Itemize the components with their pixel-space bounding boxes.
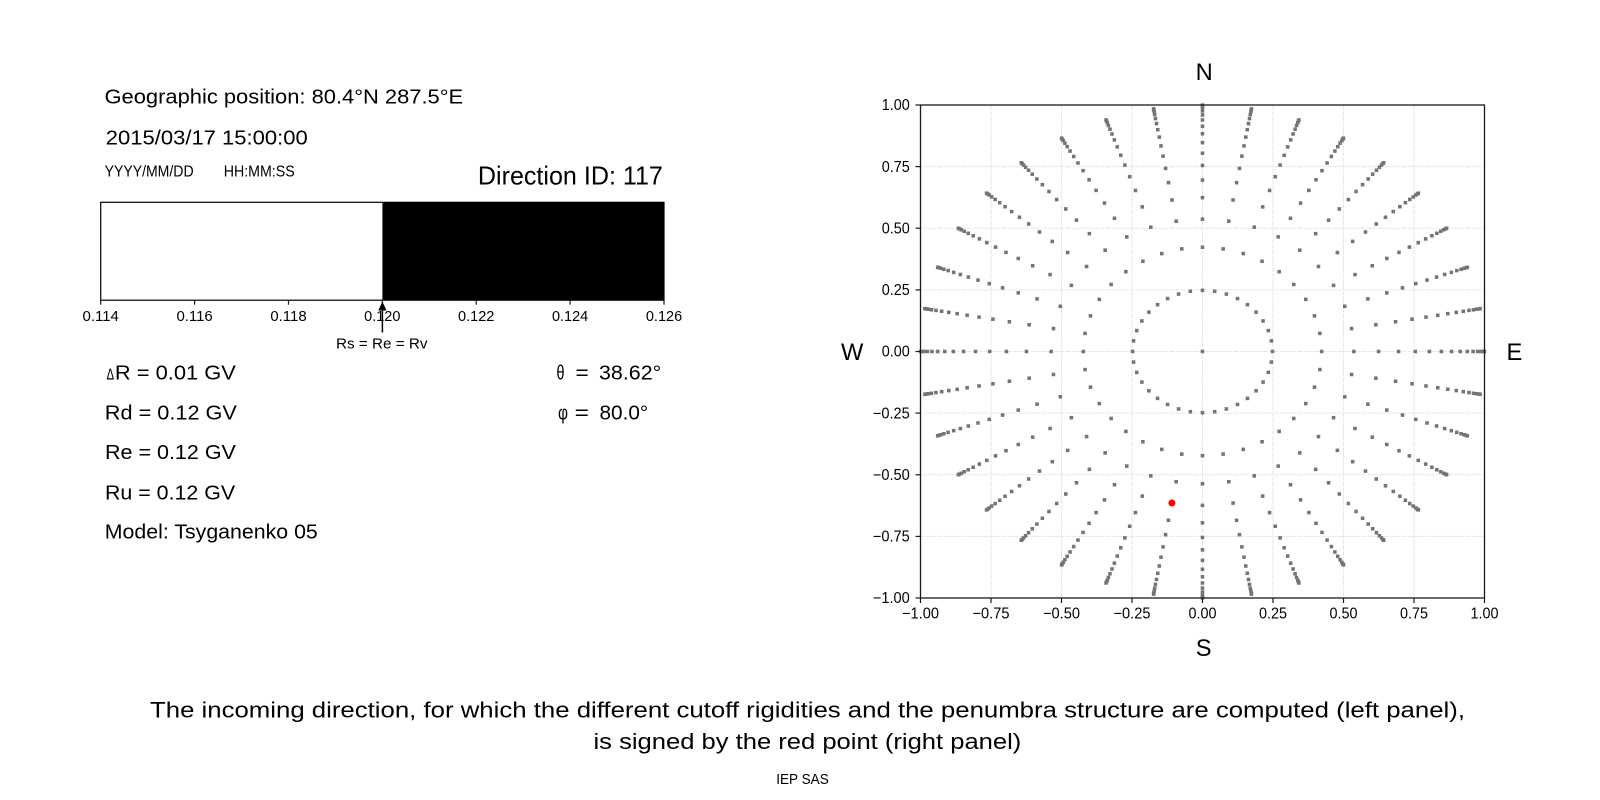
svg-text:Rs = Re = Rv: Rs = Re = Rv (336, 335, 428, 352)
svg-text:Δ: Δ (107, 367, 115, 384)
svg-text:0.25: 0.25 (1259, 606, 1287, 623)
svg-text:0.00: 0.00 (1189, 606, 1217, 623)
svg-text:−0.25: −0.25 (873, 405, 910, 422)
svg-text:−1.00: −1.00 (902, 606, 939, 623)
svg-text:φ: φ (558, 403, 568, 425)
svg-text:HH:MM:SS: HH:MM:SS (224, 164, 295, 181)
svg-text:=: = (575, 403, 589, 425)
svg-text:0.124: 0.124 (552, 308, 588, 325)
svg-text:80.0°: 80.0° (600, 403, 649, 425)
svg-text:−1.00: −1.00 (873, 590, 910, 607)
svg-text:Direction ID: 117: Direction ID: 117 (478, 161, 663, 191)
svg-text:Ru = 0.12 GV: Ru = 0.12 GV (105, 483, 236, 505)
svg-text:−0.25: −0.25 (1114, 606, 1151, 623)
svg-text:0.00: 0.00 (882, 344, 910, 361)
svg-text:W: W (841, 340, 864, 366)
svg-text:IEP SAS: IEP SAS (776, 771, 829, 788)
svg-text:Re = 0.12 GV: Re = 0.12 GV (105, 442, 236, 464)
svg-text:38.62°: 38.62° (599, 363, 661, 385)
svg-text:R = 0.01 GV: R = 0.01 GV (115, 363, 237, 385)
svg-text:0.50: 0.50 (1330, 606, 1358, 623)
svg-text:0.116: 0.116 (176, 308, 212, 325)
svg-text:is signed by the red point (ri: is signed by the red point (right panel) (594, 729, 1022, 754)
svg-text:0.50: 0.50 (882, 220, 910, 237)
svg-text:0.126: 0.126 (646, 308, 682, 325)
svg-text:Geographic position: 80.4°N 28: Geographic position: 80.4°N 287.5°E (105, 87, 464, 109)
svg-text:Rd = 0.12 GV: Rd = 0.12 GV (105, 403, 238, 425)
svg-text:0.25: 0.25 (882, 282, 910, 299)
svg-text:0.122: 0.122 (458, 308, 494, 325)
svg-text:θ: θ (557, 363, 565, 385)
svg-text:S: S (1196, 636, 1212, 662)
svg-text:1.00: 1.00 (882, 97, 910, 114)
svg-text:YYYY/MM/DD: YYYY/MM/DD (105, 164, 194, 181)
svg-text:=: = (576, 363, 589, 385)
svg-text:0.118: 0.118 (270, 308, 306, 325)
svg-text:0.75: 0.75 (1400, 606, 1428, 623)
svg-text:−0.50: −0.50 (873, 467, 910, 484)
svg-text:2015/03/17 15:00:00: 2015/03/17 15:00:00 (106, 128, 308, 150)
svg-text:The incoming direction, for wh: The incoming direction, for which the di… (150, 697, 1465, 722)
svg-text:N: N (1196, 60, 1213, 86)
svg-text:−0.50: −0.50 (1043, 606, 1080, 623)
svg-text:1.00: 1.00 (1471, 606, 1499, 623)
svg-text:E: E (1506, 340, 1522, 366)
svg-text:Model: Tsyganenko 05: Model: Tsyganenko 05 (105, 522, 318, 544)
svg-text:0.114: 0.114 (83, 308, 119, 325)
svg-text:−0.75: −0.75 (873, 529, 910, 546)
svg-text:−0.75: −0.75 (973, 606, 1010, 623)
svg-text:0.75: 0.75 (882, 159, 910, 176)
